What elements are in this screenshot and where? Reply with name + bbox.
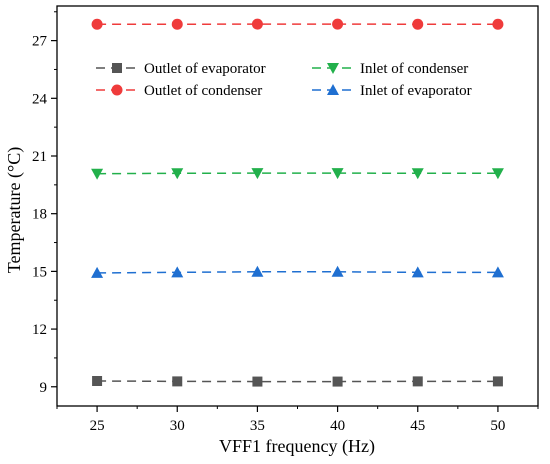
data-point (92, 376, 103, 386)
x-tick-label: 30 (170, 418, 185, 434)
y-tick-label: 12 (32, 322, 47, 338)
data-point (251, 265, 264, 277)
x-tick-label: 25 (90, 418, 105, 434)
legend-item: Outlet of condenser (96, 83, 262, 99)
legend-marker (112, 63, 122, 73)
series-outlet-of-condenser (91, 18, 504, 30)
y-tick-label: 18 (32, 207, 47, 223)
x-tick-label: 40 (330, 418, 345, 434)
data-point (331, 168, 344, 180)
y-tick-label: 27 (32, 34, 48, 50)
data-point (491, 266, 504, 278)
data-point (411, 266, 424, 278)
legend-item: Inlet of evaporator (312, 83, 472, 99)
legend-label: Outlet of condenser (144, 83, 262, 99)
data-point (412, 376, 423, 387)
data-point (492, 18, 504, 30)
data-point (332, 18, 344, 30)
y-axis-title: Temperature (°C) (4, 147, 25, 273)
legend-label: Inlet of evaporator (360, 83, 472, 99)
series-line (97, 380, 498, 383)
legend-marker (111, 84, 123, 96)
y-tick-label: 15 (32, 264, 47, 280)
data-point (171, 168, 184, 180)
data-point (412, 18, 424, 30)
data-point (331, 265, 344, 277)
y-tick-label: 21 (32, 149, 47, 165)
legend-item: Outlet of evaporator (96, 61, 266, 77)
legend-marker (327, 63, 339, 74)
data-point (171, 18, 183, 30)
data-point (251, 18, 263, 30)
data-point (91, 266, 104, 278)
legend-label: Inlet of condenser (360, 61, 468, 77)
series-line (97, 271, 498, 274)
x-axis-title: VFF1 frequency (Hz) (219, 436, 375, 457)
data-point (332, 376, 343, 387)
data-point (491, 168, 504, 180)
data-point (252, 376, 263, 387)
series-inlet-of-evaporator (91, 265, 504, 278)
series-inlet-of-condenser (91, 168, 504, 180)
legend-label: Outlet of evaporator (144, 61, 266, 77)
x-tick-label: 45 (410, 418, 425, 434)
data-point (91, 18, 103, 30)
legend: Outlet of evaporator Outlet of condenser I… (96, 61, 472, 99)
x-tick-label: 35 (250, 418, 265, 434)
legend-item: Inlet of condenser (312, 61, 468, 77)
data-point (411, 168, 424, 180)
y-tick-label: 24 (32, 91, 48, 107)
series-outlet-of-evaporator (92, 376, 503, 387)
data-point (492, 376, 503, 387)
series-line (97, 172, 498, 175)
data-point (251, 168, 264, 180)
x-tick-label: 50 (490, 418, 505, 434)
data-point (172, 376, 183, 387)
legend-marker (327, 84, 339, 95)
data-point (171, 266, 184, 278)
y-tick-label: 9 (40, 380, 48, 396)
data-point (91, 168, 104, 180)
